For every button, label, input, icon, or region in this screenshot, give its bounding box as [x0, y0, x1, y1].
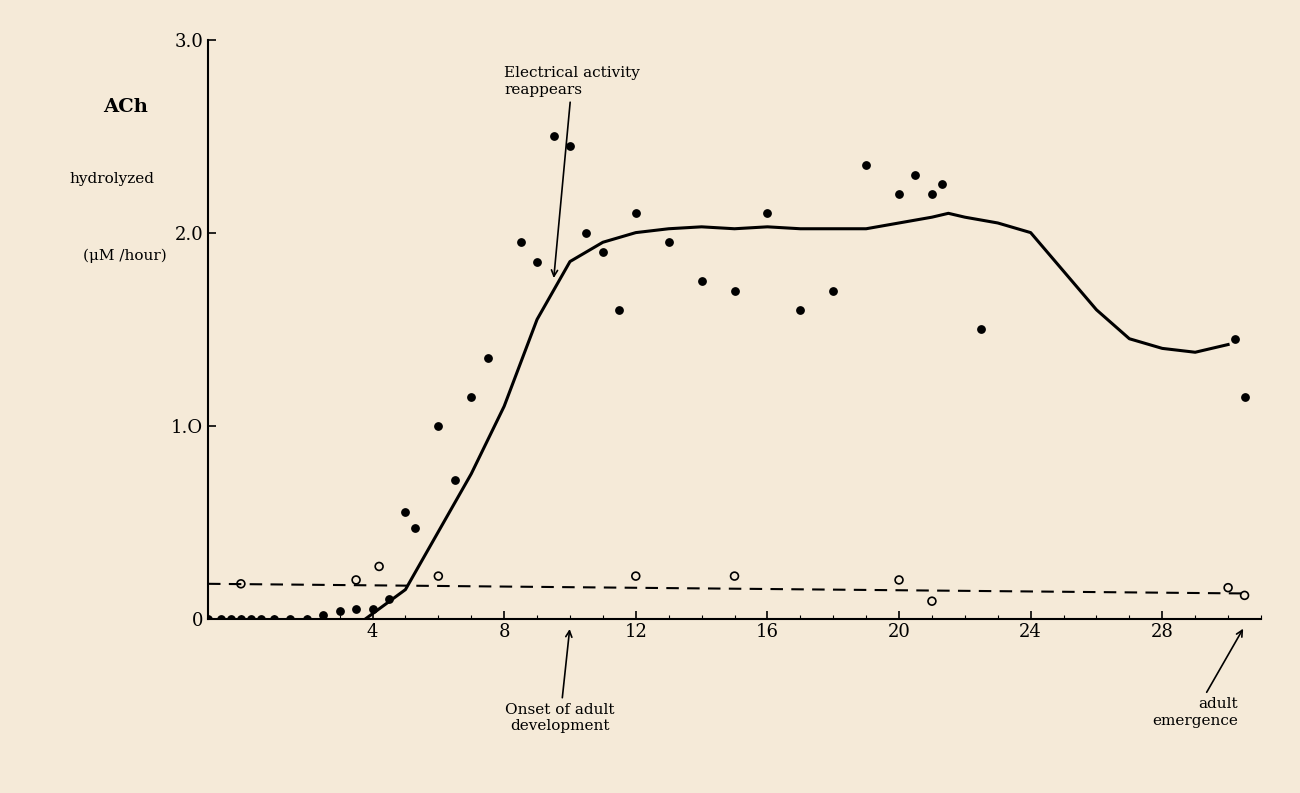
- Point: [889, 573, 910, 586]
- Point: [363, 603, 384, 615]
- Text: ACh: ACh: [103, 98, 148, 117]
- Point: [445, 473, 465, 486]
- Point: [313, 608, 334, 621]
- Point: [559, 140, 580, 152]
- Point: [369, 560, 390, 573]
- Point: [346, 573, 367, 586]
- Point: [922, 595, 942, 607]
- Point: [625, 207, 646, 220]
- Point: [1218, 581, 1239, 594]
- Point: [855, 159, 876, 171]
- Text: Electrical activity
reappears: Electrical activity reappears: [504, 67, 640, 276]
- Point: [198, 612, 218, 625]
- Point: [1234, 589, 1254, 602]
- Point: [1225, 332, 1245, 345]
- Point: [211, 612, 231, 625]
- Text: Onset of adult
development: Onset of adult development: [506, 631, 615, 734]
- Point: [460, 390, 481, 403]
- Point: [329, 604, 350, 617]
- Point: [576, 226, 597, 239]
- Point: [757, 207, 777, 220]
- Point: [889, 188, 910, 201]
- Point: [510, 236, 530, 249]
- Text: adult
emergence: adult emergence: [1152, 630, 1243, 728]
- Point: [724, 284, 745, 297]
- Point: [593, 246, 614, 259]
- Point: [625, 569, 646, 582]
- Point: [395, 506, 416, 519]
- Point: [250, 612, 270, 625]
- Point: [692, 274, 712, 287]
- Point: [404, 522, 425, 534]
- Point: [658, 236, 679, 249]
- Point: [378, 593, 399, 606]
- Point: [428, 569, 448, 582]
- Point: [346, 603, 367, 615]
- Text: (μM /hour): (μM /hour): [83, 248, 166, 263]
- Point: [230, 612, 251, 625]
- Point: [790, 304, 811, 316]
- Point: [922, 188, 942, 201]
- Point: [477, 352, 498, 365]
- Point: [280, 612, 300, 625]
- Point: [296, 612, 317, 625]
- Point: [931, 178, 952, 191]
- Point: [905, 168, 926, 181]
- Point: [971, 323, 992, 335]
- Point: [221, 612, 242, 625]
- Point: [526, 255, 547, 268]
- Point: [724, 569, 745, 582]
- Point: [1234, 390, 1254, 403]
- Point: [543, 130, 564, 143]
- Text: hydrolyzed: hydrolyzed: [70, 171, 155, 186]
- Point: [240, 612, 261, 625]
- Point: [264, 612, 285, 625]
- Point: [608, 304, 629, 316]
- Point: [230, 577, 251, 590]
- Point: [428, 419, 448, 432]
- Point: [823, 284, 844, 297]
